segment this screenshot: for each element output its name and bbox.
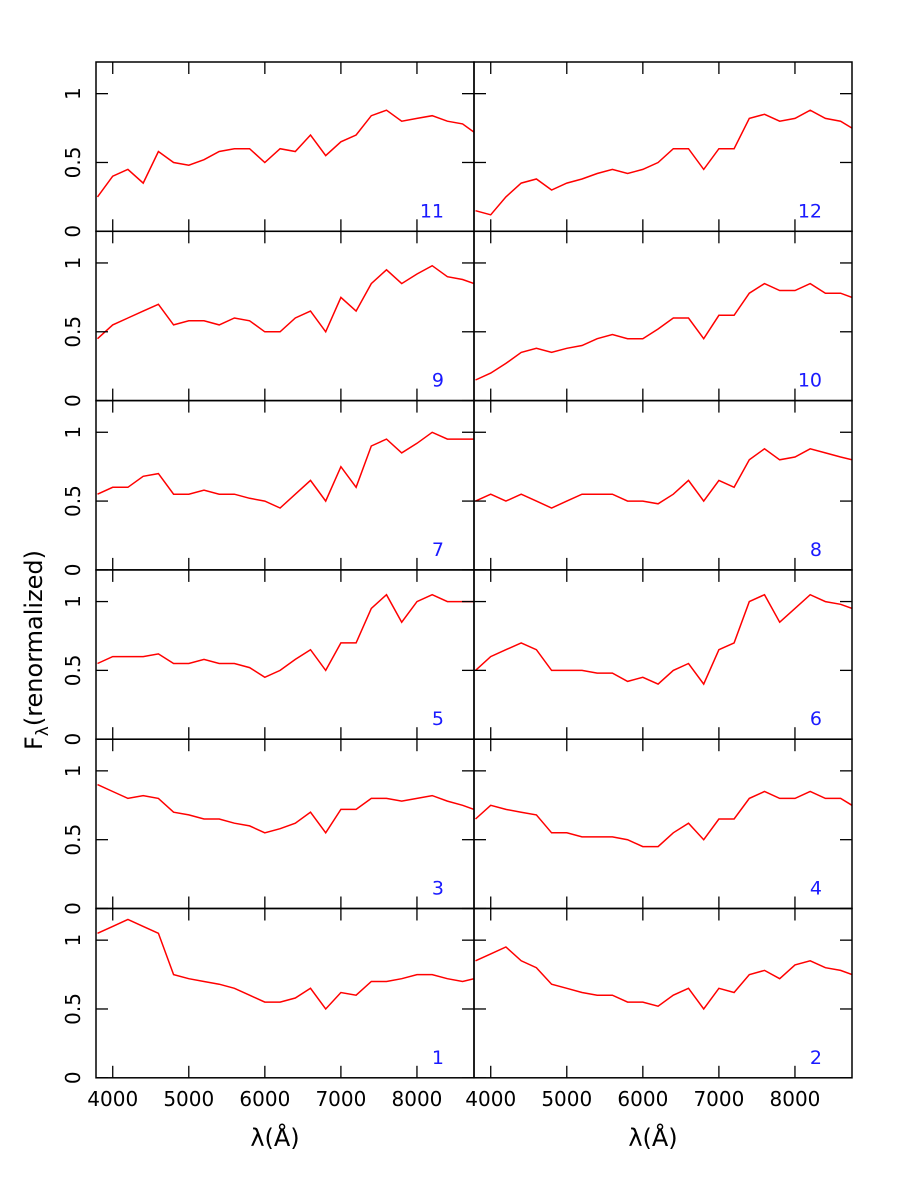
y-tick-label: 0.5 [61, 485, 85, 517]
panel-label: 7 [432, 539, 444, 561]
y-tick-label: 0 [61, 1071, 85, 1084]
y-tick-label: 1 [61, 87, 85, 100]
panel-plot [474, 790, 852, 848]
y-tick-label: 0.5 [61, 147, 85, 179]
spectrum-line [474, 593, 852, 686]
panel-frame [95, 738, 475, 910]
y-label-main: F [20, 736, 48, 750]
panel-plot [97, 593, 474, 679]
y-tick-label: 1 [61, 426, 85, 439]
panel-label: 6 [810, 708, 822, 730]
panel-plot [96, 109, 474, 198]
panel-label: 12 [798, 200, 822, 222]
panel-frame [95, 907, 475, 1079]
x-tick-label: 5000 [163, 1087, 214, 1111]
y-tick-label: 0 [61, 394, 85, 407]
panel-frame [95, 230, 475, 402]
panel-label: 4 [810, 878, 822, 900]
x-tick-label: 7000 [315, 1087, 366, 1111]
panel-plot [97, 431, 474, 509]
panel-frame [473, 738, 853, 910]
x-tick-label: 5000 [541, 1087, 592, 1111]
x-tick-label: 7000 [693, 1087, 744, 1111]
y-tick-label: 0 [61, 902, 85, 915]
x-tick-label: 4000 [87, 1087, 138, 1111]
panel-plot [475, 447, 852, 509]
y-label-subscript: λ [33, 726, 53, 736]
panel-frame [473, 230, 853, 402]
panel-label: 5 [432, 708, 444, 730]
y-axis-label: Fλ(renormalized) [20, 550, 53, 750]
spectrum-line [97, 783, 474, 835]
panel-plot [97, 783, 474, 835]
x-axis-label: λ(Å) [628, 1123, 677, 1152]
x-tick-label: 8000 [770, 1087, 821, 1111]
y-tick-label: 1 [61, 595, 85, 608]
y-tick-label: 0 [61, 733, 85, 746]
panel-frame [473, 569, 853, 740]
y-tick-label: 1 [61, 934, 85, 947]
y-label-suffix: (renormalized) [20, 550, 48, 726]
spectrum-line [475, 447, 852, 509]
spectrum-line [475, 946, 852, 1011]
spectrum-line [97, 918, 474, 1011]
panel-frame [473, 907, 853, 1079]
panel-plot [96, 264, 474, 340]
panel-frame [473, 61, 853, 233]
y-tick-label: 0 [61, 225, 85, 238]
panel-label: 1 [432, 1047, 444, 1069]
spectrum-line [97, 593, 474, 679]
y-tick-label: 0.5 [61, 993, 85, 1025]
panel-plot [475, 946, 852, 1011]
y-tick-label: 0.5 [61, 316, 85, 348]
y-tick-label: 0.5 [61, 824, 85, 856]
spectrum-line [475, 282, 852, 381]
spectrum-line [474, 790, 852, 848]
panel-plot [474, 593, 852, 686]
panel-label: 2 [810, 1047, 822, 1069]
y-tick-label: 0 [61, 564, 85, 577]
panel-label: 10 [798, 370, 822, 392]
spectrum-line [97, 431, 474, 509]
x-tick-label: 8000 [392, 1087, 443, 1111]
y-tick-label: 1 [61, 257, 85, 270]
panel-label: 8 [810, 539, 822, 561]
x-axis-label: λ(Å) [250, 1123, 299, 1152]
y-tick-label: 1 [61, 764, 85, 777]
panel-frame [95, 399, 475, 571]
x-tick-label: 4000 [465, 1087, 516, 1111]
panel-plot [475, 109, 852, 216]
panel-frame [95, 61, 475, 233]
spectrum-line [475, 109, 852, 216]
x-tick-label: 6000 [617, 1087, 668, 1111]
spectrum-line [96, 264, 474, 340]
panel-plot [475, 282, 852, 381]
panel-plot [97, 918, 474, 1011]
panel-frame [473, 399, 853, 571]
spectrum-line [96, 109, 474, 198]
panel-label: 11 [420, 200, 444, 222]
panel-label: 9 [432, 370, 444, 392]
panel-label: 3 [432, 878, 444, 900]
x-tick-label: 6000 [239, 1087, 290, 1111]
y-tick-label: 0.5 [61, 654, 85, 686]
